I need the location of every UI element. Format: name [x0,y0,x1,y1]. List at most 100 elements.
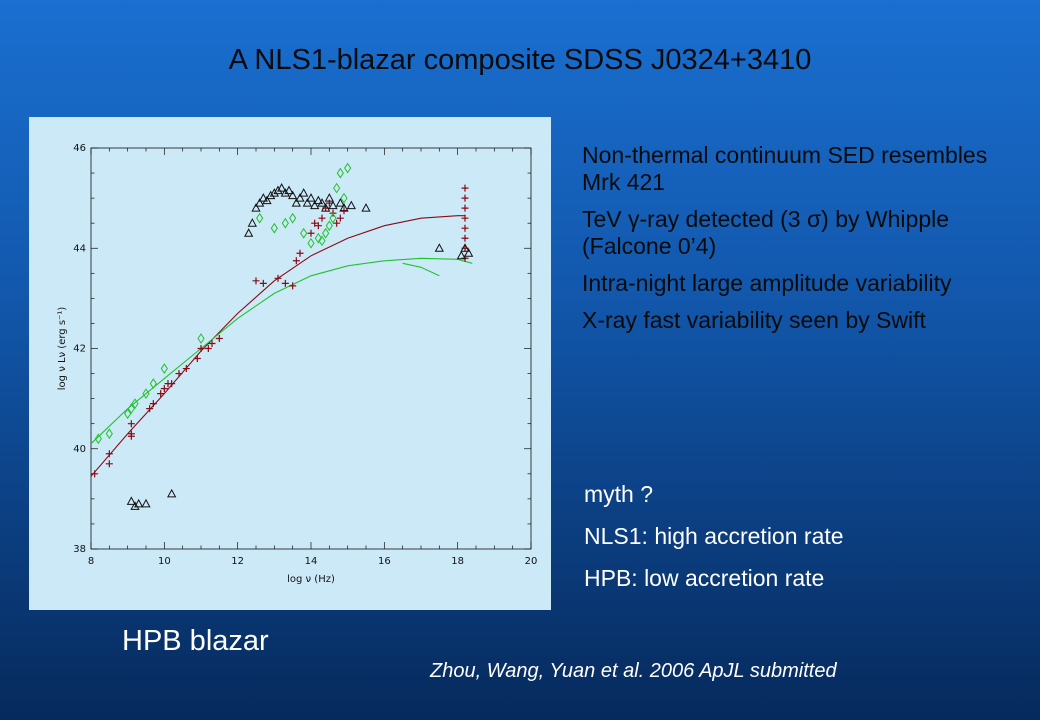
data-point-plus [182,365,190,373]
data-point-triangle [273,185,283,195]
data-point-plus [146,405,154,413]
data-point-diamond [307,237,315,249]
model-curve [90,215,465,477]
data-point-triangle [335,198,345,207]
x-axis-label: log ν (Hz) [287,574,335,585]
data-point-diamond [340,192,348,204]
y-tick-label: 46 [73,143,86,154]
x-tick-label: 12 [231,556,244,567]
data-point-diamond [94,433,102,445]
data-point-diamond [314,232,322,244]
x-tick-label: 16 [378,556,391,567]
data-point-plus [336,214,344,222]
data-point-triangle [324,193,334,202]
data-point-triangle [266,190,276,200]
note-nls1: NLS1: high accretion rate [584,523,844,549]
data-point-diamond [270,222,278,234]
data-point-triangle [255,198,265,207]
data-point-plus [461,194,469,202]
data-point-triangle [130,501,140,510]
data-point-plus [91,470,99,478]
data-point-diamond [344,162,352,174]
data-point-plus [307,229,315,237]
data-point-diamond [318,235,326,247]
y-tick-label: 40 [73,444,86,455]
data-point-diamond [336,167,344,179]
data-point-triangle [280,188,290,197]
model-curve [90,257,473,445]
model-curve [402,262,440,277]
data-point-triangle [288,190,298,200]
data-point-plus [168,380,176,388]
data-point-triangle [460,243,470,252]
data-point-plus [292,257,300,265]
data-point-plus [215,334,223,342]
data-point-triangle [302,198,312,207]
data-point-triangle [258,193,268,202]
data-point-plus [127,432,135,440]
data-point-triangle [141,498,151,508]
data-point-plus [461,214,469,222]
data-point-plus [461,184,469,192]
data-point-diamond [256,212,264,224]
data-point-triangle [134,498,144,508]
data-point-plus [274,274,282,282]
data-point-plus [157,390,165,398]
y-tick-label: 38 [73,544,86,555]
data-point-plus [193,355,201,363]
data-point-triangle [291,198,301,207]
data-point-triangle [295,193,305,202]
data-point-plus [461,204,469,212]
data-point-plus [160,385,168,393]
data-point-triangle [310,200,320,210]
data-point-diamond [131,398,139,410]
data-point-triangle [346,200,356,210]
data-point-triangle [317,198,327,207]
x-tick-label: 10 [158,556,171,567]
data-point-diamond [281,217,289,229]
citation: Zhou, Wang, Yuan et al. 2006 ApJL submit… [430,660,837,682]
data-point-diamond [127,403,135,415]
notes-list: myth ? NLS1: high accretion rate HPB: lo… [584,480,1024,606]
note-hpb: HPB: low accretion rate [584,565,825,591]
data-point-triangle [464,248,474,257]
data-point-diamond [333,182,341,194]
slide-title: A NLS1-blazar composite SDSS J0324+3410 [228,44,812,76]
data-point-diamond [105,428,113,440]
data-point-plus [175,370,183,378]
bullet-list: Non-thermal continuum SED resembles Mrk … [582,142,1022,344]
x-tick-label: 20 [525,556,538,567]
data-point-triangle [244,228,254,237]
data-point-triangle [126,496,136,505]
data-point-triangle [251,203,261,212]
data-point-diamond [300,227,308,239]
data-point-triangle [321,203,331,212]
data-point-triangle [434,243,444,252]
data-point-plus [318,214,326,222]
data-point-diamond [142,388,150,400]
data-point-plus [105,460,113,468]
data-point-triangle [167,488,177,498]
data-point-diamond [149,378,157,389]
data-point-plus [461,224,469,232]
data-point-diamond [289,212,297,224]
data-point-triangle [262,195,272,205]
data-point-plus [259,279,267,287]
data-point-plus [311,219,319,227]
y-tick-label: 42 [73,344,86,355]
data-point-triangle [284,185,294,195]
data-point-plus [461,234,469,242]
data-point-plus [204,345,212,352]
data-point-triangle [339,203,349,212]
data-point-diamond [329,212,337,224]
data-point-diamond [160,363,168,374]
data-point-triangle [313,195,323,205]
bullet-sed: Non-thermal continuum SED resembles Mrk … [582,142,988,195]
data-point-triangle [328,200,338,210]
data-point-triangle [277,183,287,192]
data-point-diamond [197,333,205,344]
sed-plot: 8 10 12 14 16 18 20 38 40 42 44 46 log ν (Hz) log ν L… [29,117,551,610]
x-tick-label: 8 [88,556,94,567]
data-point-plus [252,277,260,285]
data-point-plus [127,420,135,428]
